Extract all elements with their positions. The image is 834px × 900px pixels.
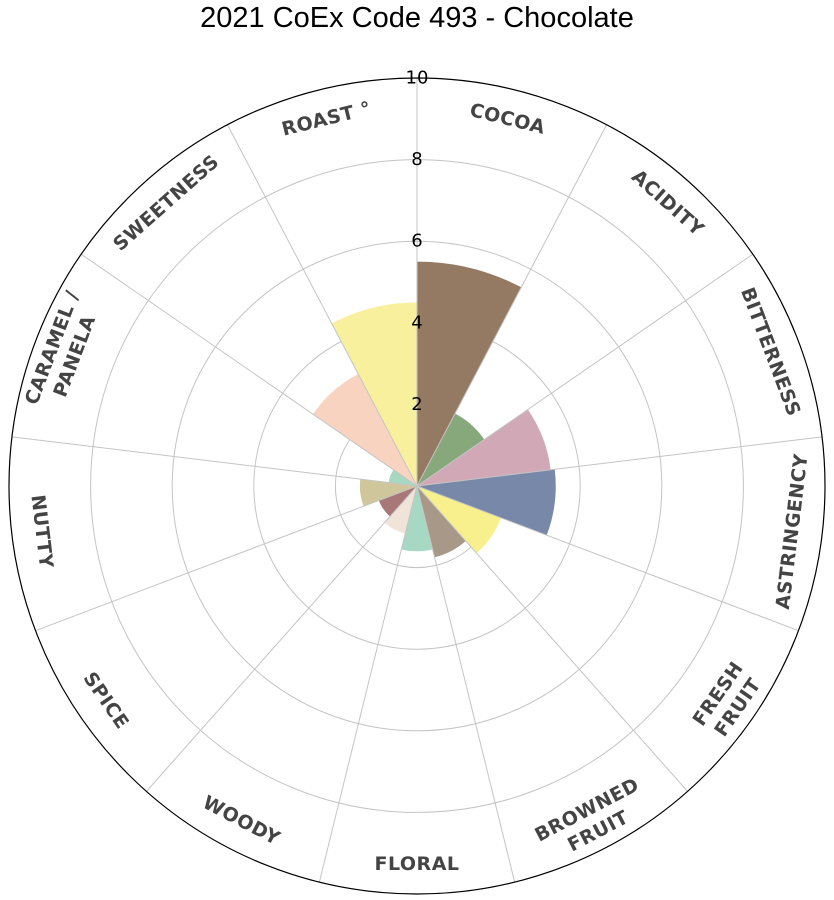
radial-tick-label: 4 [411, 312, 422, 333]
category-label-line: SPICE [79, 668, 134, 733]
bar-sweetness [312, 374, 417, 486]
chart-title: 2021 CoEx Code 493 - Chocolate [200, 2, 634, 34]
category-label: SWEETNESS [109, 151, 223, 256]
grid-spoke [416, 485, 516, 883]
bar-spice [378, 486, 417, 517]
category-label-line: SWEETNESS [109, 151, 223, 256]
outer-boundary [8, 77, 826, 895]
grid-spoke [416, 485, 799, 632]
radial-tick-label: 6 [411, 231, 422, 252]
radial-tick-label: 10 [406, 68, 429, 89]
category-label: CARAMEL /PANELA [21, 288, 100, 408]
category-label: NUTTY [26, 494, 57, 570]
category-label: FLORAL [374, 853, 459, 875]
grid-spoke [416, 124, 608, 487]
category-label: ASTRINGENCY [772, 452, 813, 610]
category-label-line: WOODY [199, 791, 284, 849]
category-label: COCOA [467, 99, 547, 139]
bar-caramel-panela [388, 469, 417, 486]
grid-spoke [416, 436, 823, 487]
category-label-line: FLORAL [374, 853, 459, 875]
grid-spoke [80, 253, 418, 487]
category-label-line: ACIDITY [627, 165, 708, 240]
category-label: ROAST ° [280, 97, 374, 140]
category-label-line: BITTERNESS [736, 285, 805, 420]
grid-spoke [416, 253, 754, 487]
bar-acidity [417, 413, 485, 486]
bar-fresh-fruit [417, 486, 501, 554]
spoke-layer [8, 77, 826, 895]
bar-astringency [417, 469, 556, 536]
grid-spoke [11, 436, 418, 487]
category-label: SPICE [79, 668, 134, 733]
radial-tick-label: 2 [411, 394, 422, 415]
bar-browned-fruit [417, 486, 466, 558]
radial-tick-labels: 2 4 6 8 10 [406, 68, 429, 415]
bars-layer [312, 261, 556, 558]
grid-spoke [226, 124, 418, 487]
category-label: WOODY [199, 791, 284, 849]
bar-floral [401, 486, 433, 552]
bar-roast [331, 302, 417, 486]
category-label-line: ROAST ° [280, 97, 374, 140]
grid-spoke [146, 485, 418, 792]
category-label-line: ASTRINGENCY [772, 452, 813, 610]
category-label: ACIDITY [627, 165, 708, 240]
bar-bitterness [417, 409, 551, 486]
radial-tick-label: 8 [411, 149, 422, 170]
bar-cocoa [417, 261, 522, 486]
bar-nutty [359, 479, 417, 507]
category-label-line: NUTTY [26, 494, 57, 570]
grid-spoke [35, 485, 418, 632]
grid-spoke [416, 485, 688, 792]
category-label: BITTERNESS [736, 285, 805, 420]
category-label-line: COCOA [467, 99, 547, 139]
grid-spoke [318, 485, 418, 883]
bar-woody [384, 486, 417, 534]
